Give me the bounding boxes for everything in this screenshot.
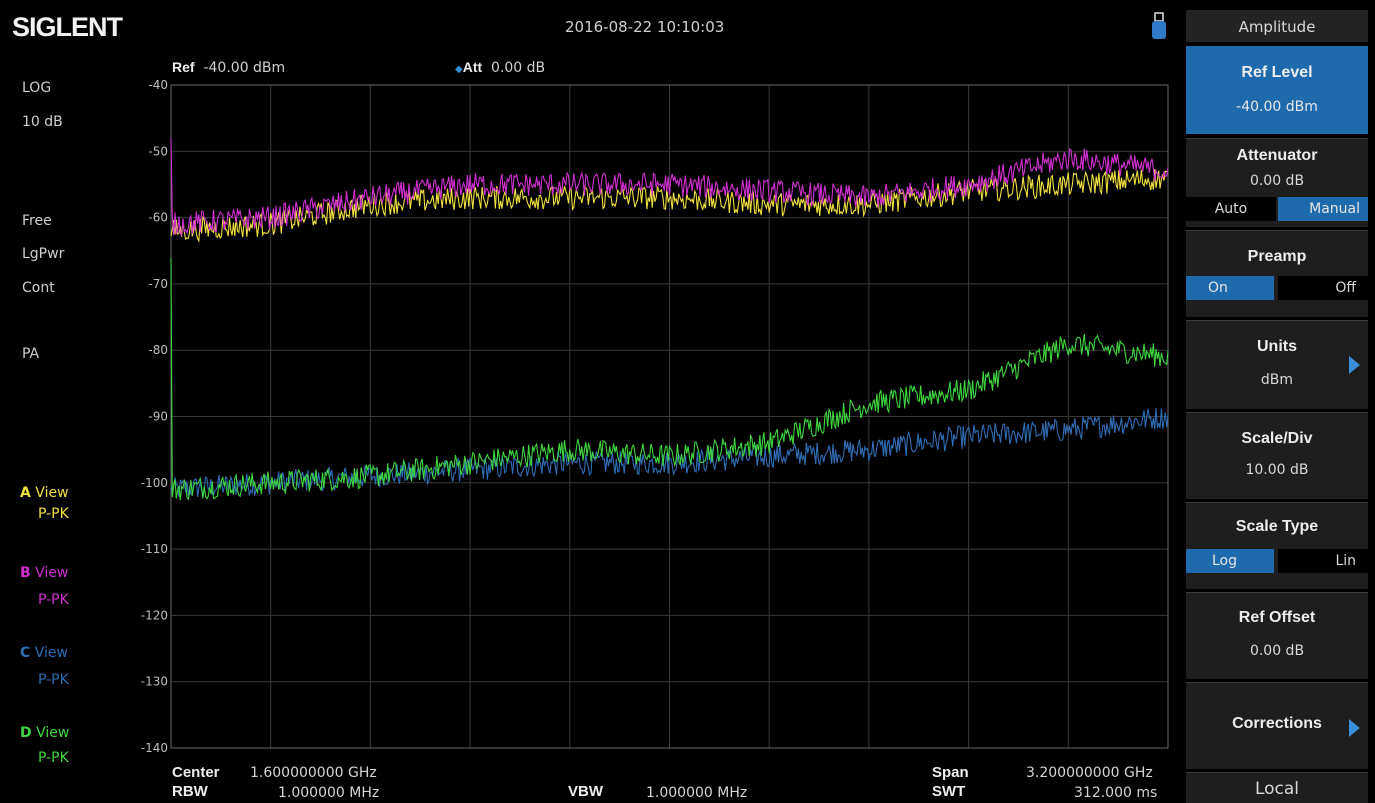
attenuator-manual-option[interactable]: Manual: [1278, 197, 1368, 221]
trace-c-view[interactable]: C View: [20, 645, 68, 661]
corrections-key[interactable]: Corrections: [1186, 682, 1368, 769]
scale-mode: LOG: [22, 80, 52, 96]
scale-type-lin-option[interactable]: Lin: [1278, 549, 1368, 573]
submenu-arrow-icon: [1349, 719, 1360, 737]
date-time: 2016-08-22 10:10:03: [565, 18, 725, 36]
preamp-on-option[interactable]: On: [1186, 276, 1274, 300]
y-tick-label: -80: [148, 343, 168, 357]
center-label: Center: [172, 764, 220, 781]
softkey-panel: Amplitude Ref Level -40.00 dBm Attenuato…: [1184, 0, 1375, 803]
preamp-off-option[interactable]: Off: [1278, 276, 1368, 300]
trace-a-line: [170, 169, 1169, 243]
attenuator-key[interactable]: Attenuator 0.00 dB Auto Manual: [1186, 138, 1368, 227]
attenuator-auto-option[interactable]: Auto: [1186, 197, 1276, 221]
trace-d-line: [170, 257, 1169, 501]
swt-label: SWT: [932, 783, 966, 800]
center-value[interactable]: 1.600000000 GHz: [250, 765, 377, 781]
trigger-mode: Free: [22, 213, 52, 229]
ref-offset-key[interactable]: Ref Offset 0.00 dB: [1186, 592, 1368, 679]
y-tick-label: -140: [141, 741, 168, 755]
menu-title: Amplitude: [1186, 10, 1368, 42]
y-tick-label: -110: [141, 542, 168, 556]
span-value[interactable]: 3.200000000 GHz: [1026, 765, 1153, 781]
y-tick-label: -120: [141, 608, 168, 622]
ref-level-readout: Ref -40.00 dBm: [172, 59, 286, 76]
rbw-label: RBW: [172, 783, 208, 800]
trace-d-detector: P-PK: [38, 750, 69, 766]
swt-value[interactable]: 312.000 ms: [1074, 785, 1158, 801]
local-key[interactable]: Local: [1186, 772, 1368, 803]
y-tick-label: -100: [141, 476, 168, 490]
preamp-key[interactable]: Preamp On Off: [1186, 230, 1368, 317]
trace-a-view[interactable]: A View: [20, 485, 69, 501]
y-tick-label: -130: [141, 675, 168, 689]
submenu-arrow-icon: [1349, 356, 1360, 374]
spectrum-plot[interactable]: -40 -50 -60 -70 -80 -90 -100 -110 -120 -130 -140: [0, 0, 1184, 802]
ref-level-key[interactable]: Ref Level -40.00 dBm: [1186, 46, 1368, 134]
y-tick-label: -40: [148, 78, 168, 92]
vbw-value[interactable]: 1.000000 MHz: [646, 785, 748, 801]
trace-b-view[interactable]: B View: [20, 565, 69, 581]
y-tick-label: -50: [148, 144, 168, 158]
units-key[interactable]: Units dBm: [1186, 320, 1368, 409]
siglent-logo: SIGLENT: [12, 12, 123, 42]
average-type: LgPwr: [22, 246, 65, 262]
y-tick-label: -70: [148, 277, 168, 291]
trace-b-line: [170, 137, 1169, 237]
trace-a-detector: P-PK: [38, 506, 69, 522]
trace-b-detector: P-PK: [38, 592, 69, 608]
preamp-indicator: PA: [22, 346, 40, 362]
attenuation-readout: ◆Att 0.00 dB: [455, 59, 546, 76]
trace-c-detector: P-PK: [38, 672, 69, 688]
sweep-mode: Cont: [22, 280, 55, 296]
scale-type-log-option[interactable]: Log: [1186, 549, 1274, 573]
span-label: Span: [932, 764, 969, 781]
scale-div-readout: 10 dB: [22, 114, 63, 130]
y-tick-label: -60: [148, 211, 168, 225]
scale-type-key[interactable]: Scale Type Log Lin: [1186, 502, 1368, 589]
trace-d-view[interactable]: D View: [20, 725, 70, 741]
vbw-label: VBW: [568, 783, 603, 800]
trace-c-line: [170, 408, 1169, 497]
scale-div-key[interactable]: Scale/Div 10.00 dB: [1186, 412, 1368, 499]
y-tick-label: -90: [148, 410, 168, 424]
rbw-value[interactable]: 1.000000 MHz: [278, 785, 380, 801]
usb-icon: [1152, 12, 1166, 39]
